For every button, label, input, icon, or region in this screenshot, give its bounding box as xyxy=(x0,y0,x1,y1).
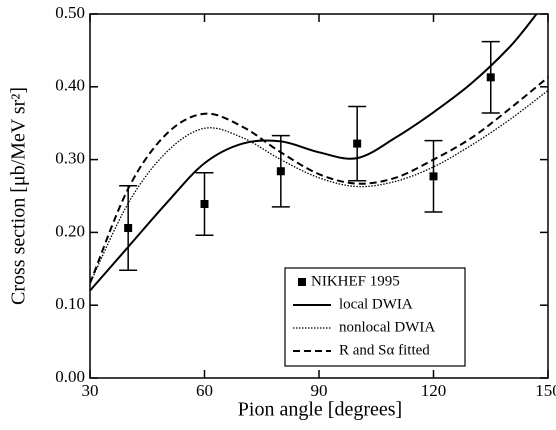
legend-box xyxy=(284,267,466,367)
line xyxy=(90,76,548,284)
data-point xyxy=(276,167,285,176)
legend-label: nonlocal DWIA xyxy=(339,319,435,335)
y-tick-label: 0.50 xyxy=(55,3,85,22)
y-tick-label: 0.30 xyxy=(55,149,85,168)
y-axis-label: Cross section [μb/MeV sr²] xyxy=(8,87,30,305)
data-point xyxy=(200,200,209,209)
legend-label: local DWIA xyxy=(339,296,413,312)
y-tick-label: 0.20 xyxy=(55,221,85,240)
data-point xyxy=(486,73,495,82)
line xyxy=(90,14,538,292)
line xyxy=(90,89,548,284)
x-tick-label: 90 xyxy=(311,381,328,400)
x-tick-label: 120 xyxy=(421,381,447,400)
data-point xyxy=(124,224,133,233)
x-tick-label: 30 xyxy=(82,381,99,400)
data-point xyxy=(429,172,438,181)
data-point xyxy=(353,139,362,148)
x-tick-label: 60 xyxy=(196,381,213,400)
legend-marker xyxy=(298,278,306,286)
x-axis-label: Pion angle [degrees] xyxy=(238,399,402,421)
y-tick-label: 0.40 xyxy=(55,76,85,95)
legend-label: NIKHEF 1995 xyxy=(311,273,400,289)
y-tick-label: 0.10 xyxy=(55,294,85,313)
plot-frame xyxy=(89,13,549,379)
x-tick-label: 150 xyxy=(535,381,556,400)
legend-label: R and Sα fitted xyxy=(339,342,430,358)
y-tick-label: 0.00 xyxy=(55,367,85,386)
